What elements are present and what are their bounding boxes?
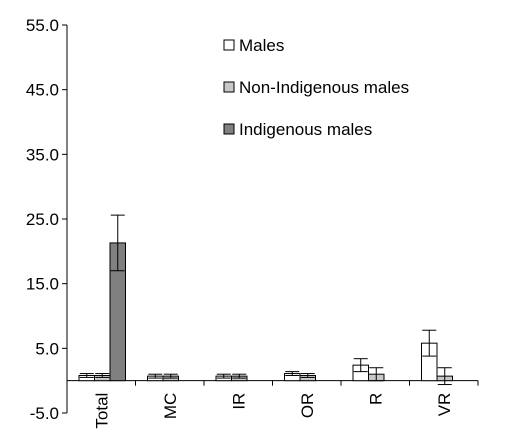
x-axis: Total MC IR OR R VR (66, 380, 479, 429)
legend-swatch (223, 81, 235, 93)
y-tick-label: 5.0 (35, 339, 59, 358)
legend-label: Indigenous males (239, 120, 372, 139)
y-axis: -5.0 5.0 15.0 25.0 35.0 45.0 55.0 (26, 16, 68, 423)
legend-swatch (223, 123, 235, 135)
y-tick-label: 35.0 (26, 145, 59, 164)
legend: Males Non-Indigenous males Indigenous male… (223, 36, 409, 139)
y-tick-label: 45.0 (26, 81, 59, 100)
legend-label: Non-Indigenous males (239, 78, 409, 97)
y-tick-label: 15.0 (26, 275, 59, 294)
x-tick-label: R (366, 393, 385, 405)
legend-swatch (223, 39, 235, 51)
x-tick-label: Total (92, 393, 111, 429)
bars (78, 214, 453, 386)
y-tick-label: 55.0 (26, 16, 59, 35)
x-tick-label: MC (161, 393, 180, 419)
y-tick-label: -5.0 (30, 404, 59, 423)
x-tick-label: VR (435, 393, 454, 417)
x-tick-label: IR (229, 393, 248, 410)
y-tick-label: 25.0 (26, 210, 59, 229)
legend-label: Males (239, 36, 284, 55)
x-tick-label: OR (298, 393, 317, 419)
